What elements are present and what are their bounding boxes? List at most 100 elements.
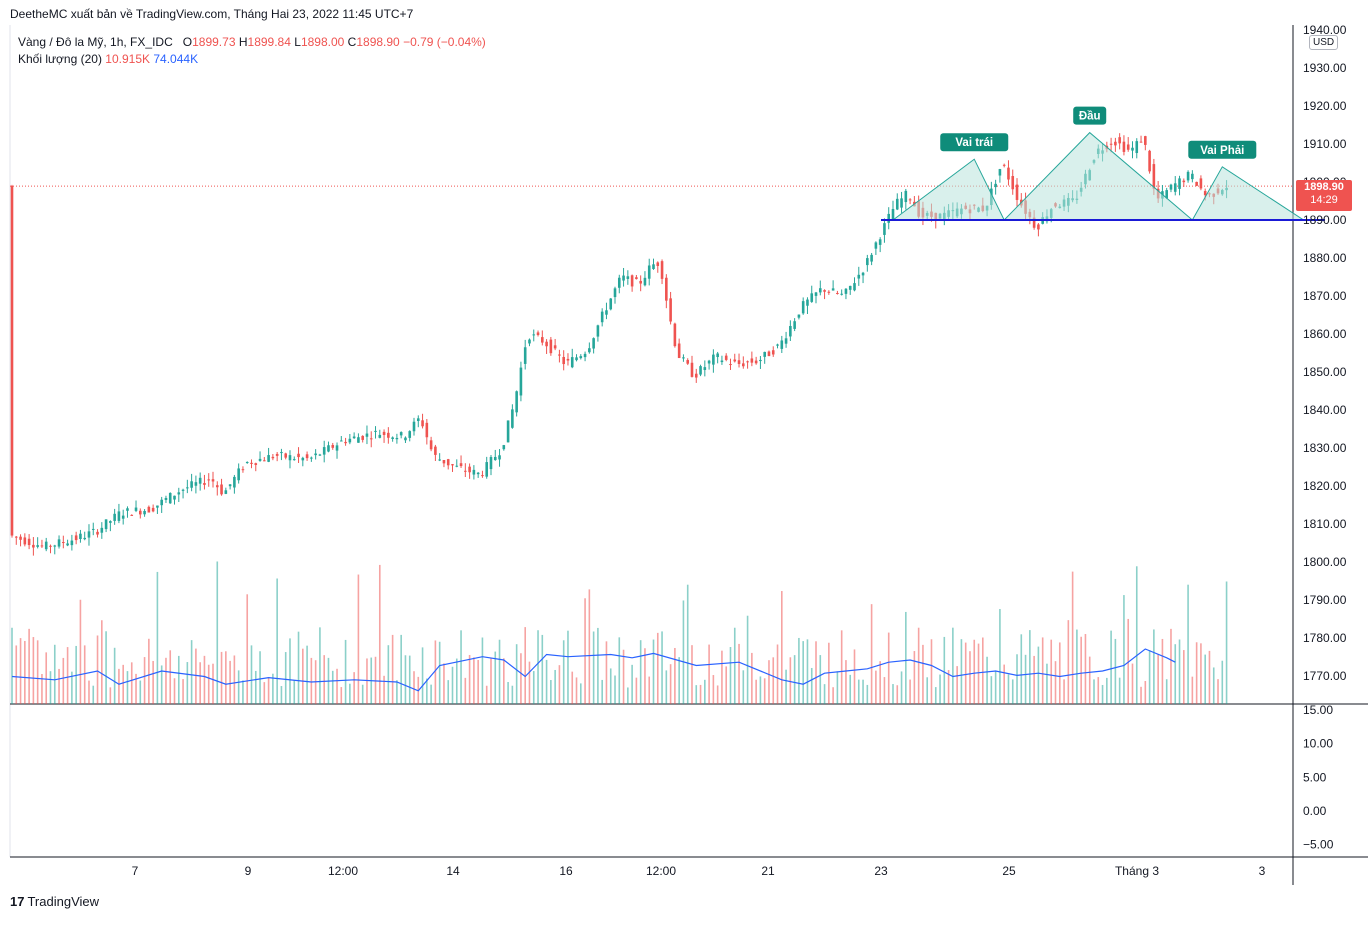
price-tick-label: 1780.00 (1303, 631, 1347, 645)
candle-body (301, 457, 305, 461)
volume-bar (340, 687, 343, 704)
volume-ma-value: 74.044K (153, 52, 199, 66)
candle-body (442, 459, 446, 464)
volume-bar (652, 639, 655, 704)
candle-body (399, 432, 403, 436)
candle-body (707, 360, 711, 364)
tradingview-logo[interactable]: 17 TradingView (10, 894, 99, 909)
candle-body (515, 391, 518, 413)
volume-bar (541, 634, 544, 704)
volume-bar (682, 600, 685, 704)
publisher-line: DeetheMC xuất bản về TradingView.com, Th… (10, 7, 414, 21)
volume-bar (387, 645, 390, 704)
volume-bar (1153, 629, 1155, 704)
candle-body (412, 421, 416, 432)
volume-bar (451, 666, 454, 704)
candle-body (665, 277, 668, 301)
volume-bar (58, 668, 60, 704)
candle-body (1139, 141, 1143, 143)
candle-body (139, 510, 142, 515)
candle-body (737, 360, 741, 364)
last-price-tag: 1898.90 14:29 (1296, 180, 1352, 211)
volume-bar (83, 645, 86, 704)
time-tick-label: 14 (446, 864, 460, 878)
candle-body (605, 310, 608, 315)
candle-body (583, 353, 587, 358)
symbol-ohlc-line: Vàng / Đô la Mỹ, 1h, FX_IDC O1899.73 H18… (18, 35, 486, 49)
candle-body (1191, 173, 1194, 180)
candle-body (481, 475, 484, 477)
candle-body (1186, 171, 1190, 181)
candle-body (151, 507, 155, 512)
price-tick-label: 1830.00 (1303, 441, 1347, 455)
volume-bar (229, 660, 231, 704)
candle-body (600, 311, 604, 323)
candle-body (1126, 144, 1130, 150)
volume-bar (956, 666, 958, 704)
volume-bar (849, 674, 852, 704)
candle-body (724, 355, 728, 360)
candle-body (66, 543, 69, 546)
volume-bar (622, 649, 625, 704)
candle-body (429, 440, 433, 450)
candle-body (669, 298, 672, 322)
candle-body (74, 535, 78, 541)
candle-body (241, 469, 245, 471)
volume-bar (708, 644, 710, 704)
candle-body (438, 459, 441, 461)
candle-body (1015, 184, 1019, 200)
candle-body (181, 489, 185, 491)
volume-bar (567, 630, 569, 704)
candle-body (1182, 180, 1186, 183)
volume-bar (973, 639, 976, 704)
currency-badge[interactable]: USD (1309, 35, 1339, 50)
candle-body (267, 455, 270, 462)
candle-body (716, 353, 719, 358)
candle-body (186, 487, 189, 489)
candle-body (823, 290, 826, 292)
candle-body (318, 454, 322, 456)
volume-bar (207, 664, 210, 704)
candle-body (558, 354, 561, 356)
volume-bar (1110, 630, 1112, 704)
price-tick-label: 1770.00 (1303, 669, 1347, 683)
volume-bar (79, 599, 82, 704)
volume-bar (1003, 664, 1005, 704)
price-tick-label: 1810.00 (1303, 517, 1347, 531)
candle-body (1165, 190, 1168, 199)
candle-body (767, 351, 771, 357)
volume-bar (537, 630, 539, 704)
candle-body (121, 515, 125, 519)
volume-bar (220, 651, 223, 704)
candle-body (553, 345, 557, 349)
volume-bar (905, 611, 907, 704)
volume-bar (862, 679, 864, 704)
candle-body (853, 283, 856, 291)
volume-bar (592, 631, 595, 704)
volume-bar (404, 655, 407, 704)
candle-body (545, 341, 548, 347)
candle-body (310, 457, 313, 459)
volume-bar (494, 651, 497, 704)
volume-bar (105, 631, 107, 704)
candle-body (91, 528, 95, 530)
candle-body (113, 513, 116, 521)
candle-body (228, 484, 232, 487)
candle-body (23, 537, 27, 545)
volume-bar (32, 637, 35, 704)
open-label: O (182, 35, 193, 49)
volume-bar (323, 655, 325, 704)
volume-bar (1212, 667, 1215, 704)
candle-body (361, 435, 364, 440)
volume-bar (892, 684, 894, 704)
volume-bar (1037, 646, 1040, 704)
volume-bar (1195, 642, 1198, 704)
candle-body (746, 361, 749, 363)
candle-body (352, 436, 356, 439)
candle-body (998, 169, 1002, 176)
volume-bar (746, 615, 749, 704)
candle-body (194, 482, 198, 486)
volume-bar (71, 671, 73, 704)
volume-bar (1058, 642, 1061, 704)
